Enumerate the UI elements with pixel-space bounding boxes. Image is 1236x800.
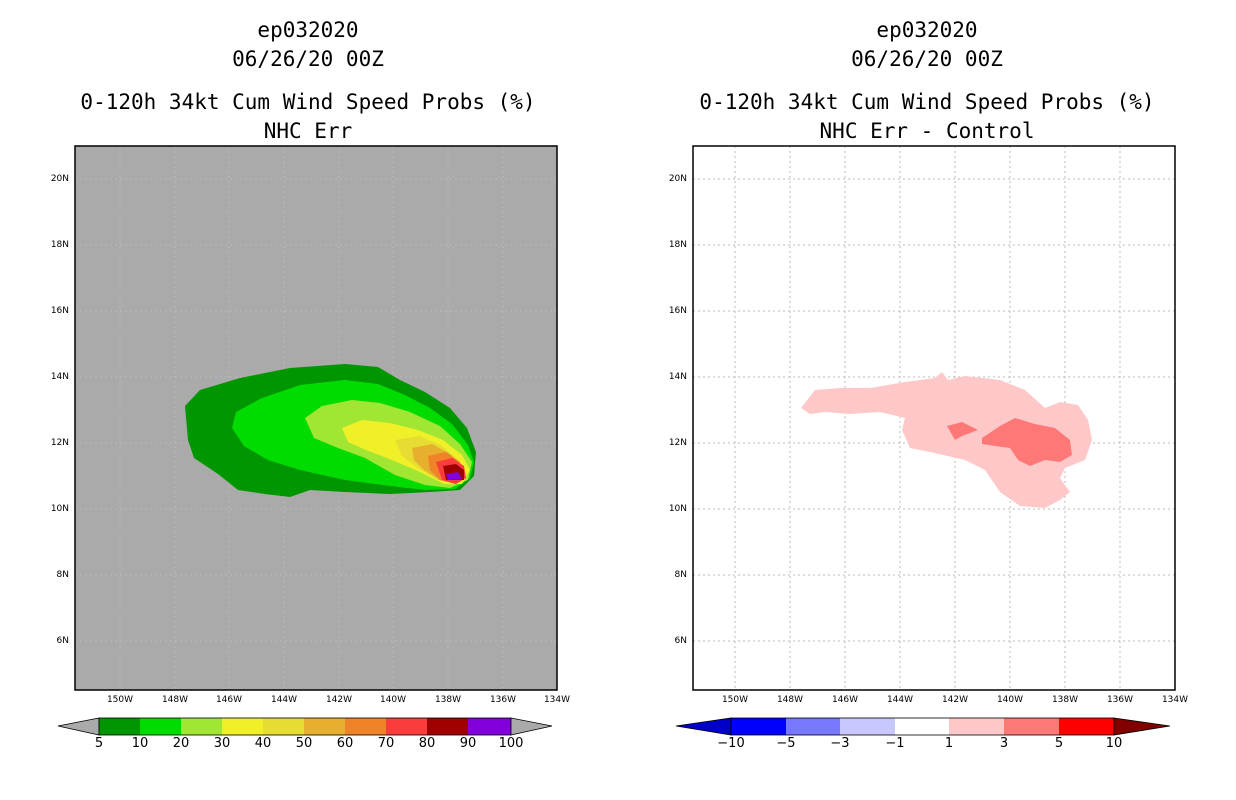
right-colorbar-max-arrow <box>1113 717 1171 736</box>
right-grid <box>693 146 1175 690</box>
left-lat-label: 12N <box>50 438 69 448</box>
right-map-frame <box>692 145 1176 691</box>
left-colorbar-label: 100 <box>498 736 524 751</box>
right-lon-label: 140W <box>996 695 1024 705</box>
right-subtitle: NHC Err - Control <box>819 119 1035 143</box>
left-colorbar-label: 90 <box>459 736 477 751</box>
right-colorbar-label: 10 <box>1105 736 1123 751</box>
left-lon-label: 134W <box>543 695 571 705</box>
left-lon-label: 140W <box>379 695 407 705</box>
right-colorbar-label: 3 <box>999 736 1009 751</box>
diff-1-3-contour <box>801 372 1092 508</box>
diff-3-5-contour-main <box>982 418 1072 466</box>
right-lat-label: 18N <box>668 240 687 250</box>
right-colorbar-label: 5 <box>1054 736 1064 751</box>
right-colorbar-label: −10 <box>717 736 745 751</box>
left-colorbar-label: 30 <box>213 736 231 751</box>
left-colorbar-label: 60 <box>336 736 354 751</box>
left-storm-id: ep032020 <box>257 18 359 42</box>
left-lat-label: 18N <box>50 240 69 250</box>
right-datetime: 06/26/20 00Z <box>851 47 1003 71</box>
right-lat-label: 16N <box>668 306 687 316</box>
diff-3-5-contour <box>947 422 978 440</box>
right-lon-label: 148W <box>776 695 804 705</box>
left-map <box>74 145 558 691</box>
right-lat-label: 12N <box>668 438 687 448</box>
left-datetime: 06/26/20 00Z <box>232 47 384 71</box>
left-colorbar-label: 80 <box>418 736 436 751</box>
left-lat-label: 6N <box>56 636 69 646</box>
left-colorbar-max-arrow <box>510 717 553 736</box>
left-product-title: 0-120h 34kt Cum Wind Speed Probs (%) <box>80 90 536 114</box>
right-colorbar-label: −3 <box>830 736 850 751</box>
right-lat-label: 10N <box>668 504 687 514</box>
left-colorbar-label: 40 <box>254 736 272 751</box>
left-colorbar-label: 5 <box>94 736 104 751</box>
right-colorbar-label: −1 <box>885 736 905 751</box>
right-lat-label: 6N <box>674 636 687 646</box>
right-lon-label: 150W <box>721 695 749 705</box>
right-lon-label: 136W <box>1106 695 1134 705</box>
left-colorbar-min-arrow <box>57 717 100 736</box>
right-colorbar <box>675 717 1171 736</box>
right-colorbar-label: −5 <box>776 736 796 751</box>
left-lat-label: 10N <box>50 504 69 514</box>
left-lon-label: 138W <box>434 695 462 705</box>
left-colorbar-label: 10 <box>131 736 149 751</box>
right-colorbar-label: 1 <box>944 736 954 751</box>
left-lat-label: 8N <box>56 570 69 580</box>
right-storm-id: ep032020 <box>876 18 978 42</box>
left-lon-label: 144W <box>270 695 298 705</box>
left-lon-label: 146W <box>215 695 243 705</box>
right-lon-label: 144W <box>886 695 914 705</box>
left-lon-label: 148W <box>161 695 189 705</box>
right-colorbar-min-arrow <box>675 717 732 736</box>
left-subtitle: NHC Err <box>263 119 353 143</box>
right-product-title: 0-120h 34kt Cum Wind Speed Probs (%) <box>699 90 1155 114</box>
prob-90-contour <box>446 472 462 480</box>
right-lon-label: 142W <box>941 695 969 705</box>
right-lat-label: 8N <box>674 570 687 580</box>
left-lat-label: 20N <box>50 174 69 184</box>
left-colorbar-label: 20 <box>172 736 190 751</box>
right-lon-label: 146W <box>831 695 859 705</box>
left-lat-label: 14N <box>50 372 69 382</box>
left-lat-label: 16N <box>50 306 69 316</box>
right-lat-label: 20N <box>668 174 687 184</box>
left-map-frame <box>74 145 558 691</box>
right-map <box>692 145 1176 691</box>
right-lat-label: 14N <box>668 372 687 382</box>
left-colorbar-label: 70 <box>377 736 395 751</box>
left-lon-label: 150W <box>106 695 134 705</box>
right-lon-label: 138W <box>1051 695 1079 705</box>
left-lon-label: 136W <box>489 695 517 705</box>
right-lon-label: 134W <box>1161 695 1189 705</box>
left-lon-label: 142W <box>325 695 353 705</box>
left-colorbar <box>57 717 553 736</box>
left-colorbar-label: 50 <box>295 736 313 751</box>
